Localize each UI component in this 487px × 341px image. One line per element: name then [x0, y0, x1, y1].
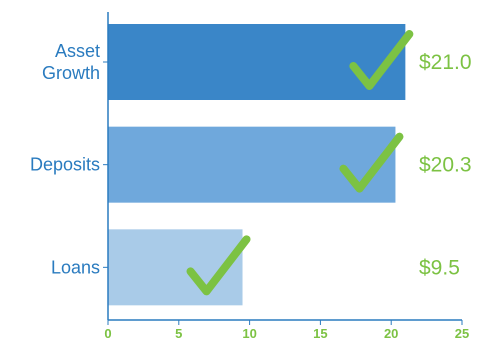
x-tick-label: 15 [313, 326, 327, 341]
x-tick-label: 20 [384, 326, 398, 341]
value-label: $9.5 [419, 256, 460, 279]
category-labels-group: Asset Growth Deposits Loans [30, 41, 100, 277]
category-label-line: Loans [51, 257, 100, 277]
checkmark-icon [186, 235, 251, 296]
bar-0 [108, 24, 406, 100]
x-tick-label: 0 [104, 326, 111, 341]
value-label: $21.0 [419, 51, 472, 74]
category-label-line: Deposits [30, 155, 100, 175]
x-ticks-group: 0 5 10 15 20 25 [104, 320, 469, 341]
category-label: Asset Growth [42, 41, 100, 83]
checkmarks-group [186, 30, 414, 296]
bar-1 [108, 126, 396, 203]
category-label: Loans [51, 257, 100, 277]
category-label-line: Asset [55, 41, 100, 61]
value-label: $20.3 [419, 154, 472, 177]
x-tick-label: 5 [175, 326, 182, 341]
axes-group [103, 12, 462, 321]
checkmark-icon [339, 132, 404, 193]
x-tick-label: 25 [455, 326, 469, 341]
value-labels-group: $21.0 $20.3 $9.5 [419, 51, 472, 279]
checkmark-icon [349, 30, 414, 90]
category-label-line: Growth [42, 63, 100, 83]
x-tick-label: 10 [242, 326, 256, 341]
category-label: Deposits [30, 155, 100, 175]
bars-group [108, 24, 406, 306]
